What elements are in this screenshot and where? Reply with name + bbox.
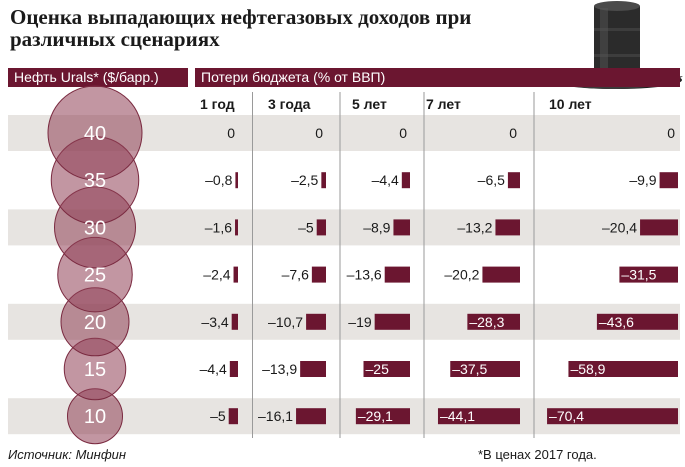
loss-bar xyxy=(229,361,238,377)
loss-value-label: –4,4 xyxy=(372,172,399,188)
oil-price-label: 30 xyxy=(84,217,106,239)
loss-bar xyxy=(547,408,678,425)
loss-value-label: –13,9 xyxy=(262,361,297,377)
loss-value-label: –20,4 xyxy=(602,219,637,235)
loss-value-label: –43,6 xyxy=(599,314,634,330)
loss-value-label: –5 xyxy=(298,219,314,235)
loss-bar xyxy=(233,266,238,283)
loss-value-label: –5 xyxy=(210,408,226,424)
column-header: 5 лет xyxy=(352,96,387,112)
loss-value-label: –16,1 xyxy=(258,408,293,424)
loss-bar xyxy=(384,266,410,283)
loss-value-label: 0 xyxy=(315,125,323,141)
loss-bar xyxy=(300,361,326,377)
loss-bar xyxy=(596,313,678,330)
column-header: 3 года xyxy=(268,96,311,112)
loss-value-label: –2,4 xyxy=(203,267,230,283)
oil-price-label: 15 xyxy=(84,359,106,381)
oil-price-label: 35 xyxy=(84,170,106,192)
column-header: 1 год xyxy=(200,96,235,112)
loss-bar xyxy=(393,219,410,236)
loss-bar xyxy=(231,313,238,330)
footnote: *В ценах 2017 года. xyxy=(478,447,597,462)
loss-value-label: –9,9 xyxy=(629,172,656,188)
loss-bar xyxy=(306,313,326,330)
oil-price-circle xyxy=(47,85,143,181)
loss-bar xyxy=(316,219,326,236)
loss-bar xyxy=(482,266,520,283)
loss-bar xyxy=(507,172,520,189)
oil-price-label: 25 xyxy=(84,265,106,287)
source-note: Источник: Минфин xyxy=(8,447,127,462)
loss-value-label: –0,8 xyxy=(205,172,232,188)
loss-value-label: –13,6 xyxy=(347,267,382,283)
header-oil-price: Нефть Urals* ($/барр.) xyxy=(8,68,188,87)
loss-bar xyxy=(235,219,238,236)
loss-bar xyxy=(495,219,520,236)
loss-value-label: –1,6 xyxy=(205,219,232,235)
loss-value-label: 0 xyxy=(399,125,407,141)
loss-value-label: 0 xyxy=(667,125,675,141)
loss-value-label: 0 xyxy=(509,125,517,141)
loss-value-label: –2,5 xyxy=(291,172,318,188)
loss-value-label: –13,2 xyxy=(457,219,492,235)
loss-bar xyxy=(235,172,238,189)
loss-value-label: –4,4 xyxy=(200,361,227,377)
loss-value-label: –19 xyxy=(348,314,372,330)
loss-bar xyxy=(640,219,678,236)
loss-bar xyxy=(437,408,520,425)
loss-value-label: –44,1 xyxy=(440,408,475,424)
loss-value-label: –70,4 xyxy=(549,408,584,424)
loss-bar xyxy=(374,313,410,330)
loss-value-label: 0 xyxy=(227,125,235,141)
loss-bar xyxy=(296,408,326,425)
column-header: 7 лет xyxy=(426,96,461,112)
loss-value-label: –20,2 xyxy=(444,267,479,283)
loss-bar xyxy=(321,172,326,189)
loss-bar xyxy=(619,266,678,283)
chart-title: Оценка выпадающих нефтегазовых доходов п… xyxy=(10,5,472,51)
loss-value-label: –29,1 xyxy=(358,408,393,424)
oil-price-label: 20 xyxy=(84,312,106,334)
loss-bar xyxy=(659,172,678,189)
loss-bar xyxy=(401,172,410,189)
loss-value-label: –7,6 xyxy=(282,267,309,283)
loss-bar xyxy=(355,408,410,425)
column-header: 10 лет xyxy=(549,96,592,112)
loss-bar xyxy=(311,266,326,283)
loss-value-label: –28,3 xyxy=(469,314,504,330)
loss-value-label: –31,5 xyxy=(621,267,656,283)
oil-price-label: 10 xyxy=(84,406,106,428)
loss-value-label: –25 xyxy=(366,361,390,377)
loss-value-label: –37,5 xyxy=(452,361,487,377)
header-budget-loss: Потери бюджета (% от ВВП) xyxy=(195,68,680,87)
loss-value-label: –8,9 xyxy=(363,219,390,235)
loss-value-label: –10,7 xyxy=(268,314,303,330)
loss-bar xyxy=(450,361,520,377)
oil-price-label: 40 xyxy=(84,123,106,145)
loss-value-label: –6,5 xyxy=(478,172,505,188)
loss-bar xyxy=(228,408,238,425)
loss-value-label: –58,9 xyxy=(570,361,605,377)
loss-bar xyxy=(467,313,520,330)
loss-value-label: –3,4 xyxy=(201,314,228,330)
loss-bar xyxy=(568,361,678,377)
loss-bar xyxy=(363,361,410,377)
